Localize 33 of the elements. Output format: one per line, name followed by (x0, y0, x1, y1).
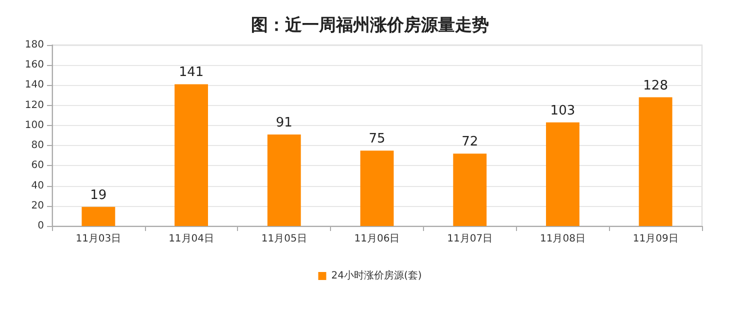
data-label: 72 (462, 134, 478, 150)
data-label: 19 (90, 188, 107, 203)
x-tick-label: 11月06日 (354, 234, 400, 244)
bar (174, 84, 208, 226)
x-tick-label: 11月03日 (76, 234, 122, 244)
data-label: 141 (178, 65, 204, 80)
x-tick-label: 11月07日 (447, 234, 493, 244)
y-tick-label: 160 (24, 60, 44, 71)
y-tick-label: 180 (24, 40, 44, 50)
x-tick-label: 11月04日 (168, 234, 214, 244)
data-label: 103 (550, 103, 576, 118)
y-tick-label: 80 (31, 140, 44, 152)
x-tick-label: 11月05日 (261, 234, 307, 244)
chart-title: 图：近一周福州涨价房源量走势 (251, 16, 489, 36)
y-tick-label: 100 (24, 120, 44, 131)
y-tick-label: 120 (24, 100, 44, 111)
bar (360, 150, 394, 226)
bar (546, 122, 580, 226)
y-tick-label: 0 (38, 220, 44, 232)
data-label: 128 (643, 78, 668, 94)
y-tick-label: 60 (31, 160, 44, 172)
bar (638, 97, 672, 226)
bar (82, 206, 116, 226)
y-tick-label: 20 (31, 200, 44, 212)
bar (267, 134, 301, 226)
y-tick-label: 140 (24, 80, 44, 91)
data-label: 75 (368, 132, 386, 147)
x-tick-label: 11月09日 (632, 234, 678, 244)
legend-label: 24小时涨价房源(套) (331, 270, 422, 282)
bar (453, 154, 487, 226)
x-tick-label: 11月08日 (540, 234, 586, 244)
y-tick-label: 40 (31, 180, 44, 192)
data-label: 91 (276, 115, 292, 130)
